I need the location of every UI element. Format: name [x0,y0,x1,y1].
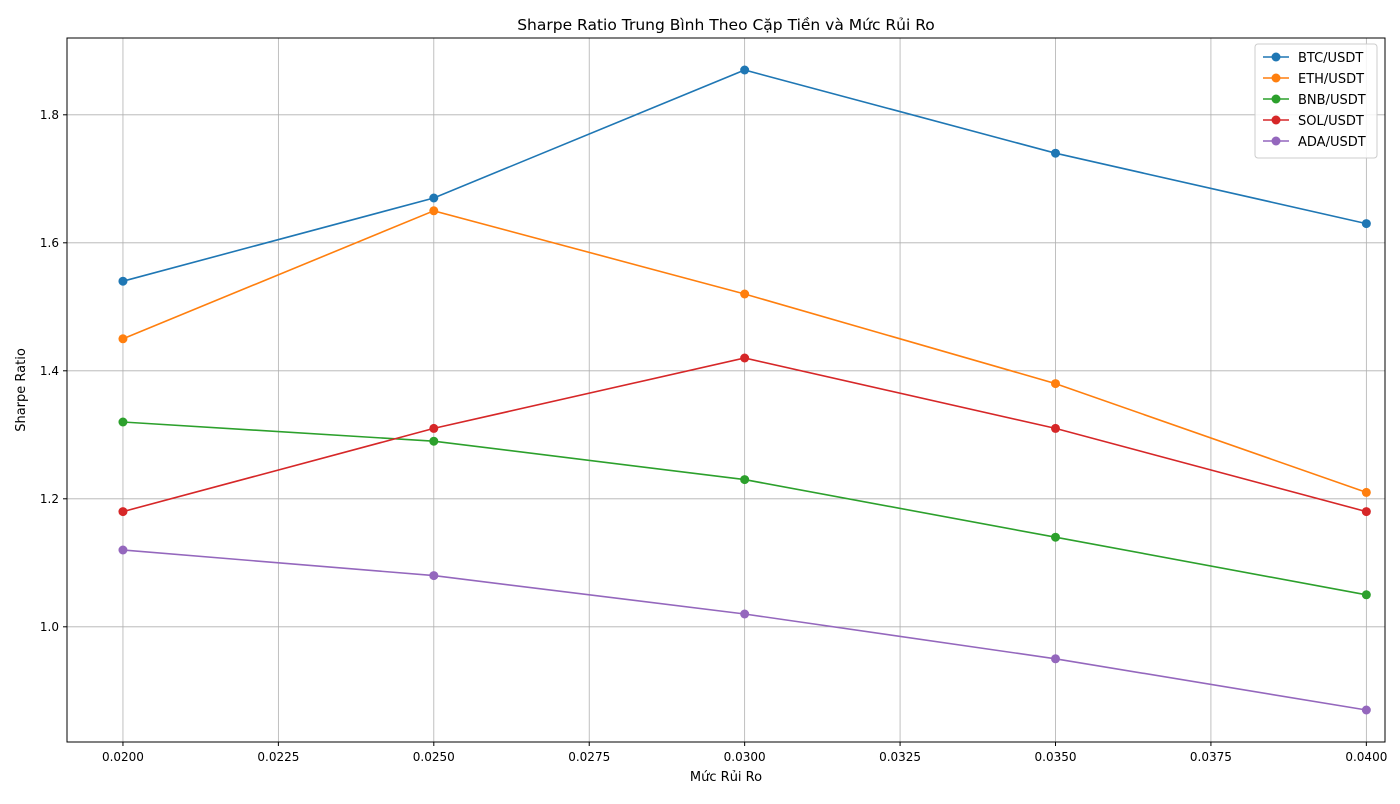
data-point [118,507,128,517]
x-tick-label: 0.0275 [568,750,610,764]
series-btc-usdt [118,65,1371,286]
data-point [1361,705,1371,715]
legend-label: BNB/USDT [1298,93,1366,108]
legend-label: ETH/USDT [1298,72,1364,87]
legend-marker [1271,94,1281,104]
legend-label: ADA/USDT [1298,135,1366,150]
data-point [1051,148,1060,158]
data-point [429,423,439,433]
x-tick-label: 0.0350 [1035,750,1077,764]
legend-item: ADA/USDT [1263,135,1366,150]
data-point [740,475,750,485]
y-tick-label: 1.2 [40,492,59,506]
data-point [1051,654,1060,664]
axis-ticks: 0.0200 0.0225 0.0250 0.0275 0.0300 0.0325 0.03… [40,108,1387,764]
legend-box [1254,43,1378,159]
x-tick-label: 0.0375 [1190,750,1232,764]
legend-label: SOL/USDT [1298,114,1364,129]
y-tick-label: 1.0 [40,620,59,634]
plot-frame [66,37,1386,743]
data-point [1361,507,1371,517]
x-axis-label: Mức Rủi Ro [690,770,762,785]
data-point [118,334,128,344]
data-point [429,571,439,581]
data-point [429,206,439,216]
data-point [1361,487,1371,497]
x-tick-label: 0.0400 [1345,750,1387,764]
y-tick-label: 1.4 [40,364,59,378]
legend-item: SOL/USDT [1263,114,1364,129]
legend-marker [1271,136,1281,146]
y-tick-label: 1.8 [40,108,59,122]
data-point [740,609,750,619]
data-point [740,289,750,299]
grid [67,38,1385,742]
data-point [1361,590,1371,600]
legend-marker [1271,73,1281,83]
legend-label: BTC/USDT [1298,51,1363,66]
series-bnb-usdt [118,417,1371,600]
x-tick-label: 0.0325 [879,750,921,764]
data-point [118,545,128,555]
series-ada-usdt [118,545,1371,715]
plot-background [67,38,1385,742]
legend-marker [1271,115,1281,125]
x-tick-label: 0.0300 [724,750,766,764]
data-point [1361,219,1371,229]
series-eth-usdt [118,206,1371,497]
legend-marker [1271,52,1281,62]
data-point [429,436,439,446]
data-point [118,276,128,286]
x-tick-label: 0.0200 [102,750,144,764]
data-point [1051,423,1060,433]
chart-title: Sharpe Ratio Trung Bình Theo Cặp Tiền và… [517,16,935,34]
data-point [740,353,750,363]
data-point [740,65,750,75]
data-point [118,417,128,427]
y-tick-label: 1.6 [40,236,59,250]
legend: BTC/USDT ETH/USDT BNB/USDT SOL/USDT ADA/USDT [1254,43,1378,159]
x-tick-label: 0.0225 [257,750,299,764]
series-lines [118,65,1371,715]
y-axis-label: Sharpe Ratio [14,348,29,432]
legend-item: BTC/USDT [1263,51,1363,66]
series-sol-usdt [118,353,1371,517]
legend-item: ETH/USDT [1263,72,1364,87]
data-point [1051,379,1060,389]
legend-item: BNB/USDT [1263,93,1366,108]
x-tick-label: 0.0250 [413,750,455,764]
data-point [1051,532,1060,542]
data-point [429,193,439,203]
